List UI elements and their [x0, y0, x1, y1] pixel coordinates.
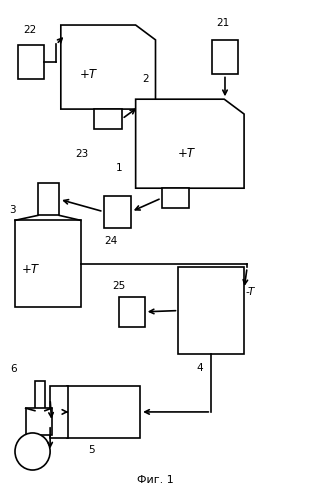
Text: 23: 23: [76, 148, 89, 158]
Text: +T: +T: [80, 68, 97, 81]
Bar: [50, 386, 68, 438]
Bar: [104, 196, 131, 228]
Bar: [95, 109, 122, 129]
Text: 3: 3: [10, 206, 16, 216]
Polygon shape: [136, 99, 244, 188]
Bar: [35, 381, 45, 410]
Text: +T: +T: [178, 147, 195, 160]
Text: -T: -T: [246, 287, 255, 297]
Text: 24: 24: [104, 236, 118, 246]
Bar: [18, 45, 44, 80]
Text: 25: 25: [112, 280, 125, 290]
Polygon shape: [61, 25, 156, 109]
Text: 22: 22: [24, 25, 37, 35]
Bar: [26, 408, 52, 436]
Bar: [38, 183, 59, 216]
Text: 21: 21: [216, 18, 229, 28]
Bar: [162, 188, 189, 208]
Bar: [179, 268, 244, 354]
Text: 4: 4: [197, 362, 203, 372]
Text: 6: 6: [10, 364, 17, 374]
Text: 2: 2: [142, 74, 148, 85]
Text: Фиг. 1: Фиг. 1: [137, 475, 174, 485]
Bar: [15, 220, 81, 307]
Bar: [67, 386, 140, 438]
Text: +T: +T: [22, 264, 39, 276]
Ellipse shape: [15, 433, 50, 470]
Text: 1: 1: [116, 164, 123, 173]
Bar: [212, 40, 238, 74]
Text: 5: 5: [88, 446, 95, 456]
Bar: [119, 297, 145, 326]
